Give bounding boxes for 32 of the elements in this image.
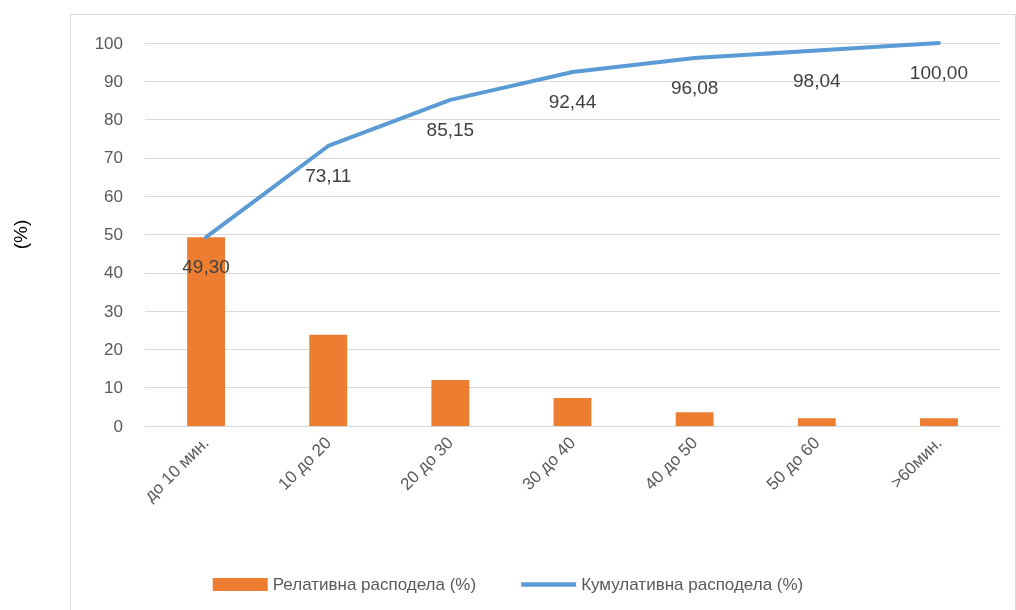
x-tick-label: до 10 мин. bbox=[140, 433, 213, 506]
x-tick-label: 30 до 40 bbox=[518, 433, 580, 494]
bar bbox=[553, 398, 592, 426]
x-tick-label: 20 до 30 bbox=[396, 433, 458, 494]
bar bbox=[431, 380, 470, 426]
y-axis-title: (%) bbox=[10, 219, 31, 250]
bar bbox=[309, 334, 348, 426]
y-tick-label: 50 bbox=[104, 225, 123, 244]
x-tick-label: 50 до 60 bbox=[762, 433, 824, 494]
data-label: 73,11 bbox=[305, 164, 352, 186]
bar bbox=[675, 412, 714, 426]
y-tick-label: 20 bbox=[104, 339, 123, 359]
x-tick-label: 10 до 20 bbox=[274, 433, 335, 494]
y-tick-label: 90 bbox=[104, 71, 123, 91]
x-tick-label: 40 до 50 bbox=[640, 433, 702, 494]
data-label: 96,08 bbox=[670, 77, 719, 99]
y-tick-label: 60 bbox=[104, 186, 123, 206]
bar bbox=[797, 418, 836, 426]
bar bbox=[920, 418, 958, 426]
y-tick-label: 0 bbox=[113, 416, 123, 436]
y-tick-label: 100 bbox=[94, 33, 123, 53]
data-label: 85,15 bbox=[426, 118, 475, 140]
y-tick-label: 80 bbox=[104, 110, 123, 130]
data-label: 92,44 bbox=[548, 90, 597, 112]
y-tick-label: 40 bbox=[104, 263, 123, 283]
legend-label: Кумулативна расподела (%) bbox=[581, 575, 804, 594]
data-label: 98,04 bbox=[793, 69, 841, 91]
y-tick-label: 10 bbox=[104, 378, 123, 398]
y-tick-label: 70 bbox=[104, 148, 123, 168]
data-label: 100,00 bbox=[909, 62, 968, 83]
legend-label: Релативна расподела (%) bbox=[272, 575, 477, 594]
y-tick-label: 30 bbox=[104, 301, 123, 321]
